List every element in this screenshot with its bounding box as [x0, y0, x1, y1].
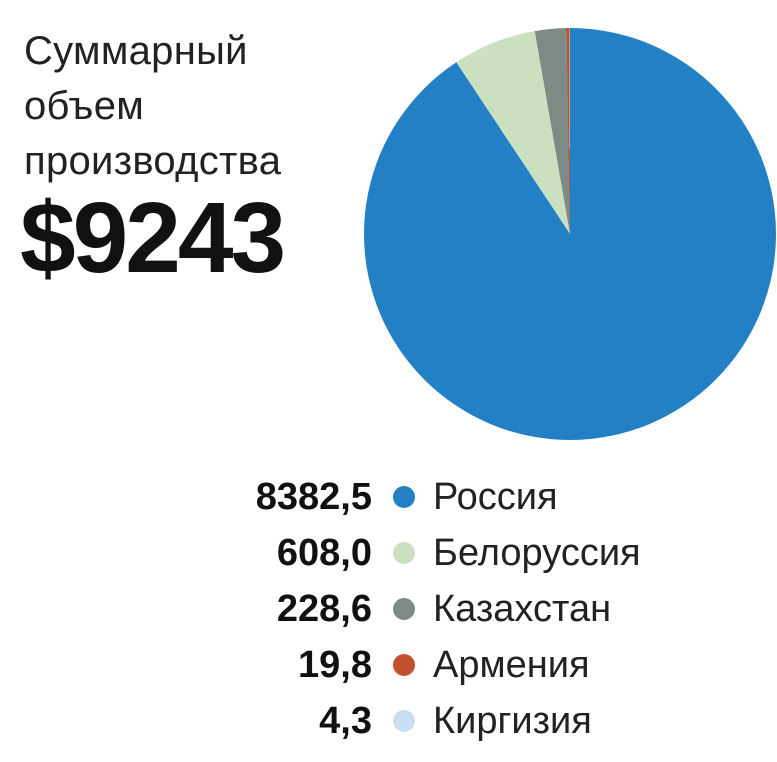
legend: 8382,5 Россия 608,0 Белоруссия 228,6 Каз… [212, 476, 641, 742]
legend-color-dot [393, 654, 415, 676]
legend-label: Казахстан [433, 587, 612, 630]
legend-value: 8382,5 [255, 475, 372, 518]
legend-label: Россия [433, 475, 558, 518]
legend-color-dot [393, 598, 415, 620]
legend-value: 228,6 [276, 587, 372, 630]
legend-row: 228,6 Казахстан [212, 588, 641, 630]
chart-title-line-1: Суммарный [24, 29, 248, 73]
legend-color-dot [393, 542, 415, 564]
legend-color-dot [393, 710, 415, 732]
chart-title-line-2: объем [24, 84, 145, 128]
total-value: $9243 [20, 182, 286, 294]
legend-value: 608,0 [276, 531, 372, 574]
pie-chart [364, 28, 776, 440]
legend-value: 4,3 [319, 699, 372, 742]
legend-color-dot [393, 486, 415, 508]
legend-row: 8382,5 Россия [212, 476, 641, 518]
legend-label: Армения [433, 643, 590, 686]
legend-label: Белоруссия [433, 531, 641, 574]
legend-value: 19,8 [298, 643, 372, 686]
legend-row: 19,8 Армения [212, 644, 641, 686]
legend-label: Киргизия [433, 699, 592, 742]
legend-row: 4,3 Киргизия [212, 700, 641, 742]
legend-row: 608,0 Белоруссия [212, 532, 641, 574]
chart-title-line-3: производства [24, 139, 282, 183]
chart-title: Суммарный объем производства [24, 24, 281, 189]
